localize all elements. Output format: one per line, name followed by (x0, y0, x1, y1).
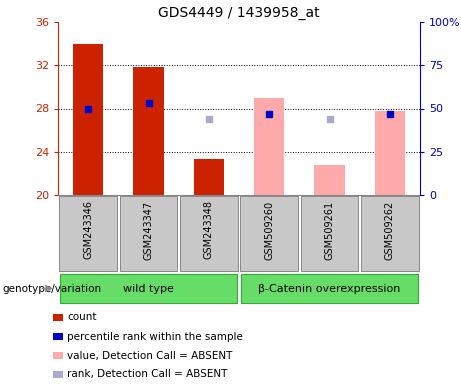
Title: GDS4449 / 1439958_at: GDS4449 / 1439958_at (158, 6, 320, 20)
Text: GSM509262: GSM509262 (385, 200, 395, 260)
Bar (119, 196, 177, 271)
Text: rank, Detection Call = ABSENT: rank, Detection Call = ABSENT (67, 369, 228, 379)
Text: count: count (67, 313, 97, 323)
Bar (375, 111, 405, 195)
Bar (301, 196, 359, 271)
Text: GSM509260: GSM509260 (264, 200, 274, 260)
Bar (53, 333, 63, 340)
Bar (73, 44, 103, 195)
Text: GSM243347: GSM243347 (143, 200, 154, 260)
Bar (194, 159, 224, 195)
Text: β-Catenin overexpression: β-Catenin overexpression (258, 283, 401, 293)
Bar (53, 352, 63, 359)
Text: GSM509261: GSM509261 (325, 200, 335, 260)
Bar (60, 274, 237, 303)
Text: genotype/variation: genotype/variation (2, 283, 101, 293)
Text: GSM243348: GSM243348 (204, 200, 214, 259)
Text: wild type: wild type (123, 283, 174, 293)
Bar (241, 274, 418, 303)
Bar (180, 196, 238, 271)
Bar (53, 371, 63, 378)
Text: GSM243346: GSM243346 (83, 200, 93, 259)
Bar (133, 68, 164, 195)
Bar (59, 196, 117, 271)
Bar (254, 98, 284, 195)
Bar (240, 196, 298, 271)
Bar (361, 196, 419, 271)
Text: percentile rank within the sample: percentile rank within the sample (67, 331, 243, 341)
Bar (53, 314, 63, 321)
Bar (314, 165, 344, 195)
Text: value, Detection Call = ABSENT: value, Detection Call = ABSENT (67, 351, 233, 361)
